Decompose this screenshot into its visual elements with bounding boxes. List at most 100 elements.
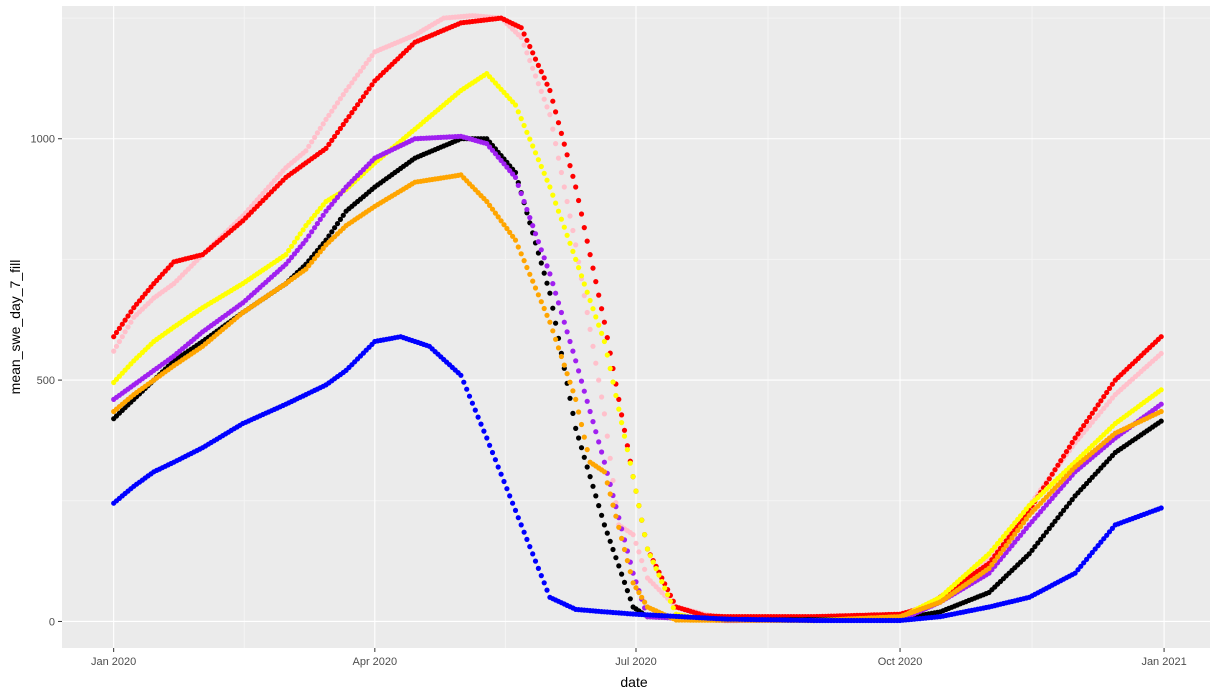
data-point — [541, 270, 547, 276]
data-point — [461, 379, 467, 385]
data-point — [555, 155, 562, 161]
data-point — [1009, 523, 1015, 529]
data-point — [343, 87, 349, 94]
data-point — [992, 544, 998, 550]
data-point — [547, 184, 553, 190]
data-point — [535, 81, 542, 87]
data-point — [323, 208, 329, 214]
data-point — [610, 477, 616, 484]
data-point — [1003, 530, 1009, 536]
data-point — [286, 247, 292, 254]
data-point — [547, 271, 553, 277]
data-point — [544, 587, 550, 593]
data-point — [567, 338, 573, 345]
data-point — [567, 213, 573, 219]
data-point — [1098, 398, 1104, 404]
data-point — [581, 434, 587, 440]
data-point — [1158, 505, 1164, 511]
data-point — [334, 129, 341, 136]
data-point — [314, 130, 320, 136]
data-point — [610, 502, 616, 508]
data-point — [1063, 504, 1070, 510]
data-point — [561, 224, 567, 230]
data-point — [619, 535, 625, 542]
data-point — [613, 513, 619, 519]
data-point — [1012, 520, 1018, 526]
data-point — [573, 425, 579, 431]
data-point — [501, 222, 507, 228]
data-point — [532, 56, 539, 62]
x-tick-label: Apr 2020 — [353, 656, 398, 668]
data-point — [326, 205, 332, 211]
data-point — [584, 447, 590, 453]
data-point — [570, 227, 576, 234]
data-point — [507, 168, 513, 174]
data-point — [303, 237, 309, 243]
data-point — [578, 421, 585, 428]
data-point — [1006, 527, 1012, 533]
data-point — [593, 314, 599, 320]
data-point — [578, 378, 585, 384]
data-point — [573, 358, 579, 364]
data-point — [576, 265, 582, 271]
data-point — [530, 223, 536, 229]
data-point — [1158, 387, 1164, 393]
data-point — [596, 292, 602, 298]
data-point — [593, 360, 599, 366]
data-point — [997, 537, 1004, 543]
data-point — [570, 410, 576, 416]
data-point — [541, 75, 547, 81]
data-point — [567, 395, 573, 401]
data-point — [512, 102, 519, 108]
data-point — [524, 264, 530, 271]
data-point — [289, 243, 295, 249]
data-point — [593, 493, 599, 499]
data-point — [297, 244, 303, 250]
data-point — [1020, 520, 1027, 526]
data-point — [286, 258, 292, 264]
data-point — [116, 325, 122, 331]
data-point — [665, 592, 671, 598]
data-point — [1081, 423, 1087, 429]
data-point — [498, 218, 504, 224]
x-tick-label: Jan 2021 — [1141, 656, 1186, 668]
data-point — [630, 532, 636, 538]
data-point — [601, 319, 608, 325]
data-point — [613, 555, 619, 561]
data-point — [329, 229, 335, 235]
data-point — [111, 334, 117, 340]
data-point — [515, 182, 521, 188]
data-point — [334, 194, 341, 200]
data-point — [360, 64, 366, 70]
data-point — [616, 563, 622, 569]
data-point — [636, 589, 642, 596]
data-point — [578, 445, 585, 451]
data-point — [532, 73, 539, 79]
data-point — [550, 98, 556, 104]
data-point — [314, 221, 320, 227]
data-point — [587, 474, 593, 480]
data-point — [553, 336, 559, 342]
data-point — [1075, 431, 1081, 437]
data-point — [469, 400, 475, 406]
data-point — [369, 82, 375, 88]
data-point — [541, 580, 547, 586]
data-point — [332, 133, 338, 140]
data-point — [512, 507, 519, 513]
data-point — [590, 265, 596, 271]
data-point — [334, 100, 341, 106]
data-point — [524, 536, 530, 543]
data-point — [616, 406, 622, 412]
data-point — [633, 585, 639, 591]
data-point — [607, 365, 613, 372]
data-point — [492, 210, 498, 216]
data-point — [581, 293, 587, 299]
data-point — [343, 118, 349, 124]
y-tick-label: 500 — [37, 375, 55, 387]
data-point — [650, 559, 656, 565]
data-point — [524, 50, 530, 56]
data-point — [326, 141, 332, 147]
data-point — [601, 469, 608, 475]
